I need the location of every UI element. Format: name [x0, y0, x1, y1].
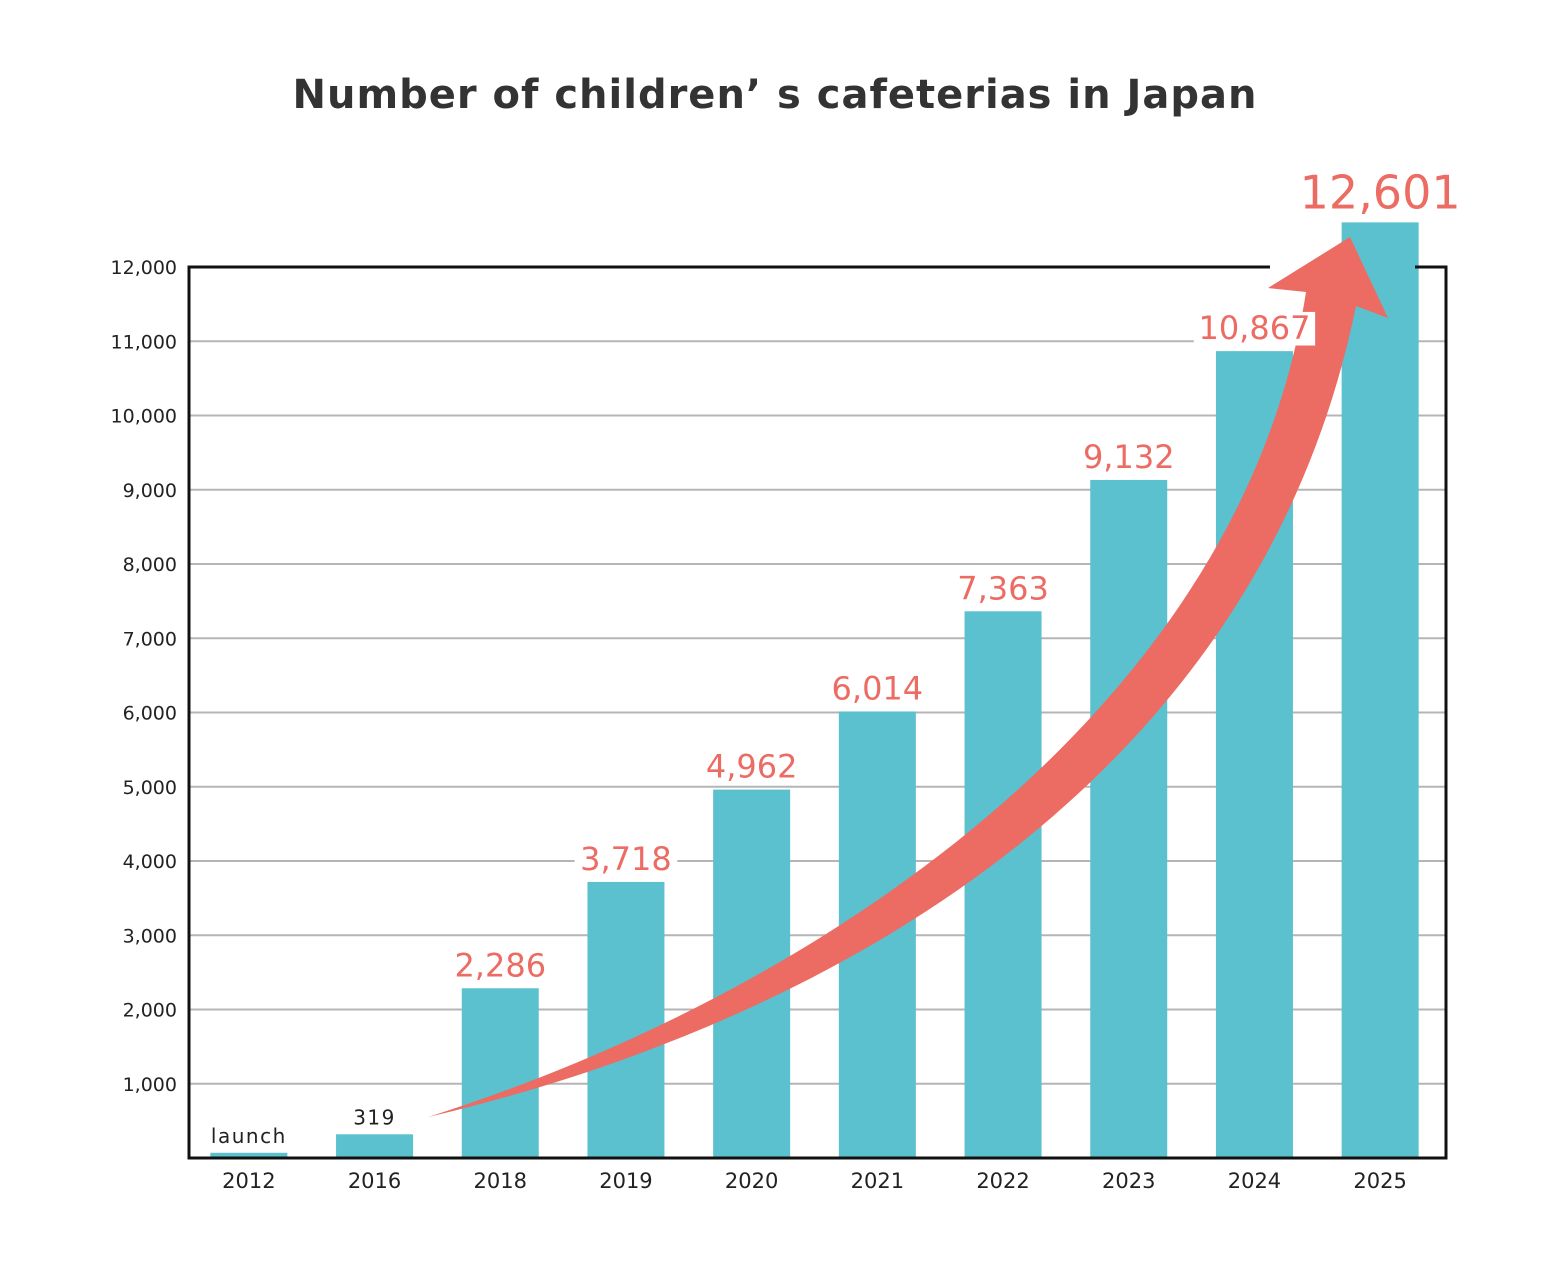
x-tick-label: 2020: [725, 1169, 778, 1193]
data-label-bg: [951, 572, 1055, 606]
x-tick-label: 2024: [1228, 1169, 1281, 1193]
data-label-bg: [825, 672, 929, 706]
y-tick-label: 7,000: [123, 628, 177, 650]
x-tick-label: 2023: [1102, 1169, 1155, 1193]
y-tick-label: 10,000: [111, 406, 177, 428]
data-label: 4,962: [706, 748, 798, 786]
data-label-bg: [1193, 311, 1316, 346]
bar: [1090, 479, 1168, 1159]
y-tick-label: 5,000: [123, 777, 177, 799]
data-label: 7,363: [957, 569, 1049, 607]
y-tick-label: 3,000: [123, 925, 177, 947]
data-label: 12,601: [1300, 165, 1461, 219]
data-label: 2,286: [454, 946, 546, 984]
x-tick-label: 2021: [851, 1169, 904, 1193]
y-tick-label: 6,000: [123, 703, 177, 725]
chart-title: Number of children’ s cafeterias in Japa…: [292, 72, 1258, 118]
y-tick-label: 11,000: [111, 331, 177, 353]
x-tick-label: 2016: [348, 1169, 401, 1193]
y-tick-label: 1,000: [123, 1074, 177, 1096]
y-tick-label: 4,000: [123, 851, 177, 873]
data-label-bg: [1077, 440, 1181, 475]
y-tick-label: 2,000: [123, 1000, 177, 1022]
y-tick-label: 8,000: [123, 554, 177, 576]
data-label: 319: [353, 1105, 396, 1129]
x-tick-label: 2018: [474, 1169, 527, 1193]
data-label-bg: [574, 842, 678, 877]
x-tick-label: 2012: [222, 1169, 275, 1193]
y-tick-label: 9,000: [123, 480, 177, 502]
data-label: launch: [211, 1124, 287, 1148]
x-tick-label: 2022: [976, 1169, 1029, 1193]
bar: [336, 1134, 414, 1158]
bar: [1341, 222, 1419, 1159]
x-tick-label: 2025: [1353, 1169, 1406, 1193]
plot-frame: [187, 265, 1448, 1160]
data-label: 6,014: [832, 669, 924, 707]
data-label-bg: [1295, 169, 1466, 218]
bar: [587, 881, 665, 1158]
data-label: 3,718: [580, 840, 672, 878]
data-label-bg: [700, 750, 804, 784]
bar: [461, 988, 539, 1158]
bar: [964, 611, 1042, 1158]
data-label: 9,132: [1083, 438, 1175, 476]
x-tick-label: 2019: [599, 1169, 652, 1193]
data-label-bg: [448, 949, 552, 983]
y-tick-label: 12,000: [111, 257, 177, 279]
bar: [210, 1152, 288, 1158]
data-label: 10,867: [1198, 309, 1310, 347]
